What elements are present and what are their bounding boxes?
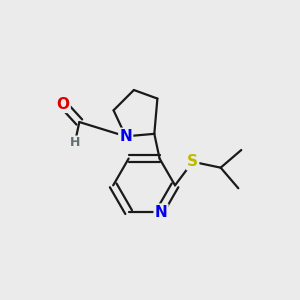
Text: O: O bbox=[57, 97, 70, 112]
Text: N: N bbox=[119, 129, 132, 144]
Text: S: S bbox=[187, 154, 198, 169]
Text: H: H bbox=[70, 136, 80, 149]
Text: N: N bbox=[155, 205, 167, 220]
